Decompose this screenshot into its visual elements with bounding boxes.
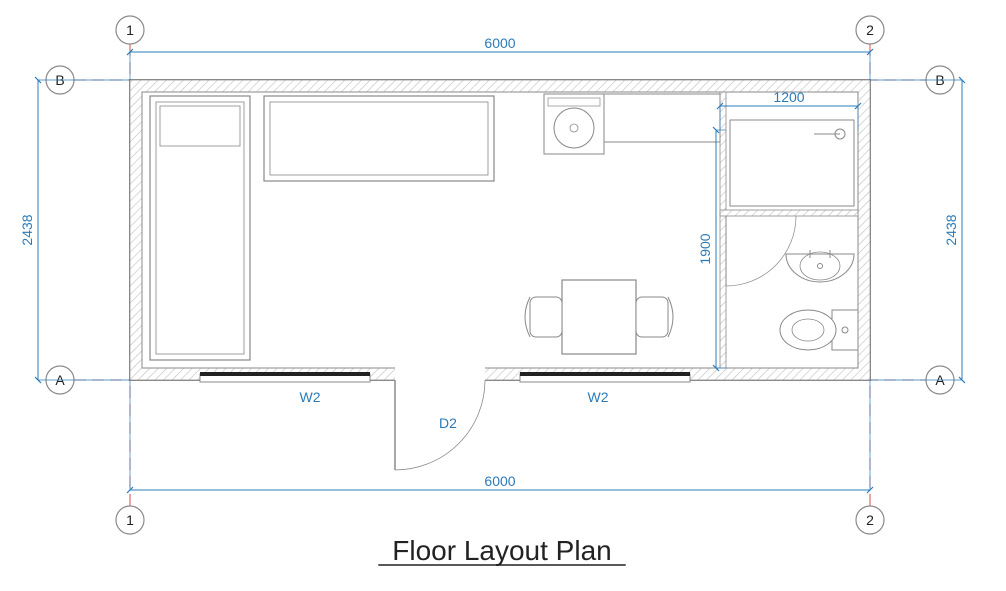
svg-text:1900: 1900 — [697, 233, 713, 264]
toilet — [780, 310, 858, 350]
svg-text:2: 2 — [866, 22, 874, 38]
partition-bath_wall_h — [720, 210, 858, 216]
grid-bubble-2-bottom: 2 — [856, 506, 884, 534]
window-w2_right — [520, 372, 690, 382]
shower — [730, 120, 854, 206]
wardrobe — [264, 96, 494, 181]
svg-text:2438: 2438 — [19, 214, 35, 245]
svg-text:1: 1 — [126, 22, 134, 38]
grid-bubble-1-bottom: 1 — [116, 506, 144, 534]
grid-bubble-1-top: 1 — [116, 16, 144, 44]
counter — [604, 94, 720, 142]
drawing-title: Floor Layout Plan — [378, 535, 626, 566]
floor-plan-drawing: 1122AABB600060002438243812001900W2W2D2Fl… — [0, 0, 1006, 591]
svg-text:2: 2 — [866, 512, 874, 528]
svg-text:6000: 6000 — [484, 35, 515, 51]
chair — [525, 297, 562, 337]
svg-text:Floor Layout Plan: Floor Layout Plan — [392, 535, 611, 566]
label-W2_right: W2 — [588, 389, 609, 405]
svg-text:1: 1 — [126, 512, 134, 528]
partition-bath_wall_v — [720, 92, 726, 368]
bed — [150, 96, 250, 360]
svg-text:1200: 1200 — [773, 89, 804, 105]
washer — [544, 94, 604, 154]
label-D2: D2 — [439, 415, 457, 431]
label-W2_left: W2 — [300, 389, 321, 405]
chair — [636, 297, 673, 337]
window-w2_left — [200, 372, 370, 382]
svg-text:6000: 6000 — [484, 473, 515, 489]
svg-text:2438: 2438 — [943, 214, 959, 245]
grid-bubble-2-top: 2 — [856, 16, 884, 44]
